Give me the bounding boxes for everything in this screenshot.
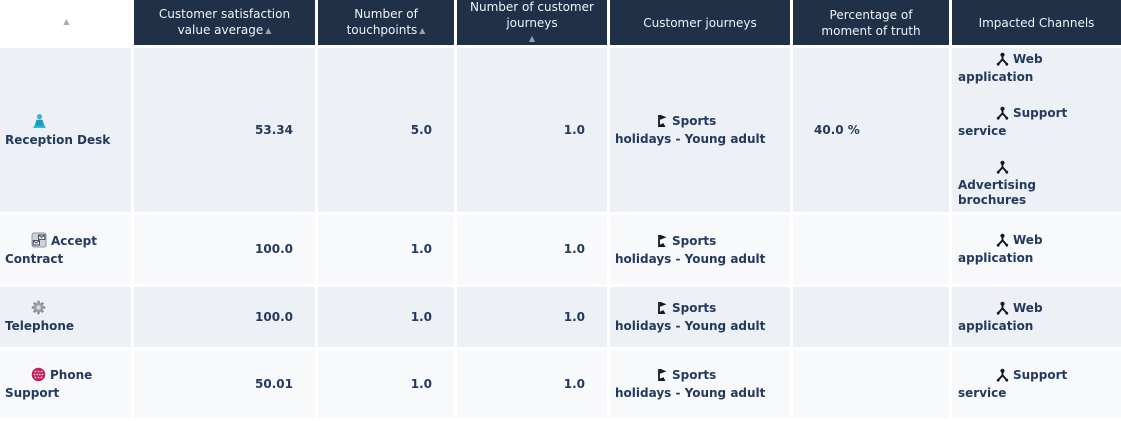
column-header-journeys[interactable]: Customer journeys — [610, 0, 793, 48]
channel-item: Advertising brochures — [958, 160, 1076, 208]
channel-name: Web application — [958, 300, 1043, 333]
moment-of-truth-cell — [793, 287, 952, 350]
column-header-label: Number of touchpoints — [346, 6, 418, 37]
journey-name: Sports holidays - Young adult — [615, 301, 766, 333]
telephone-icon — [18, 300, 46, 319]
satisfaction-cell: 100.0 — [134, 287, 318, 350]
impacted-channels-cell: Web application — [952, 215, 1121, 287]
channel-item: Web application — [958, 233, 1076, 266]
touchpoint-name-cell: Reception Desk — [0, 48, 134, 215]
column-header-journey-count[interactable]: Number of customer journeys ▲ — [457, 0, 610, 48]
satisfaction-cell: 53.34 — [134, 48, 318, 215]
channel-node-icon — [977, 233, 1009, 251]
channel-name: Support service — [958, 367, 1068, 400]
channel-node-icon — [977, 301, 1009, 319]
touchpoints-value: 1.0 — [410, 309, 432, 324]
journey-flag-icon — [635, 113, 668, 132]
sort-ascending-icon: ▲ — [265, 25, 272, 35]
journey-name: Sports holidays - Young adult — [615, 233, 766, 266]
column-header-label: Customer satisfaction value average — [158, 6, 291, 37]
touchpoint-name-cell: Telephone — [0, 287, 134, 350]
column-header-touchpoints[interactable]: Number of touchpoints ▲ — [318, 0, 457, 48]
accept-contract-icon — [18, 232, 47, 252]
channel-name: Advertising brochures — [958, 178, 1036, 207]
journey-count-cell: 1.0 — [457, 287, 610, 350]
sort-ascending-icon: ▲ — [528, 33, 536, 43]
channel-node-icon — [977, 106, 1009, 124]
column-header-satisfaction[interactable]: Customer satisfaction value average ▲ — [134, 0, 318, 48]
journey-name: Sports holidays - Young adult — [615, 368, 766, 400]
phone-support-icon — [18, 367, 46, 386]
journey-flag-icon — [635, 367, 668, 386]
column-header-touchpoint[interactable]: ▲ — [0, 0, 134, 48]
column-header-label: Number of customer journeys — [470, 0, 594, 30]
touchpoints-cell: 1.0 — [318, 215, 457, 287]
channel-item: Web application — [958, 301, 1076, 334]
column-header-moment-of-truth[interactable]: Percentage of moment of truth — [793, 0, 952, 48]
touchpoint-name: Accept Contract — [5, 234, 97, 266]
column-header-label: Customer journeys — [643, 15, 757, 30]
column-header-label: Percentage of moment of truth — [821, 7, 921, 38]
touchpoint-name: Telephone — [5, 319, 75, 333]
journey-name: Sports holidays - Young adult — [615, 114, 766, 146]
channel-node-icon — [977, 52, 1009, 70]
journey-count-cell: 1.0 — [457, 215, 610, 287]
satisfaction-value: 53.34 — [255, 122, 293, 137]
journey-count-cell: 1.0 — [457, 350, 610, 421]
customer-journeys-cell: Sports holidays - Young adult — [610, 350, 793, 421]
channel-name: Web application — [958, 52, 1043, 84]
channel-name: Web application — [958, 233, 1043, 265]
moment-of-truth-cell — [793, 215, 952, 287]
touchpoints-cell: 1.0 — [318, 350, 457, 421]
satisfaction-value: 50.01 — [255, 376, 293, 391]
channel-node-icon — [977, 160, 1009, 178]
touchpoints-value: 5.0 — [410, 122, 432, 137]
journey-count-cell: 1.0 — [457, 48, 610, 215]
customer-journeys-cell: Sports holidays - Young adult — [610, 287, 793, 350]
journey-count-value: 1.0 — [563, 242, 585, 256]
touchpoints-value: 1.0 — [410, 242, 432, 256]
reception-desk-icon — [18, 113, 47, 133]
journey-count-value: 1.0 — [563, 309, 585, 324]
satisfaction-cell: 50.01 — [134, 350, 318, 421]
sort-ascending-icon: ▲ — [63, 17, 70, 26]
touchpoint-name: Phone Support — [5, 368, 93, 400]
touchpoints-cell: 5.0 — [318, 48, 457, 215]
satisfaction-cell: 100.0 — [134, 215, 318, 287]
touchpoint-name-cell: Accept Contract — [0, 215, 134, 287]
journey-count-value: 1.0 — [563, 376, 585, 391]
channel-name: Support service — [958, 106, 1068, 138]
impacted-channels-cell: Support service — [952, 350, 1121, 421]
satisfaction-value: 100.0 — [255, 242, 293, 256]
customer-journeys-cell: Sports holidays - Young adult — [610, 48, 793, 215]
journey-count-value: 1.0 — [563, 122, 585, 137]
moment-of-truth-cell — [793, 350, 952, 421]
channel-item: Support service — [958, 106, 1076, 139]
touchpoints-value: 1.0 — [410, 376, 432, 391]
touchpoint-name: Reception Desk — [5, 132, 111, 147]
journey-flag-icon — [635, 300, 668, 319]
journey-flag-icon — [635, 233, 668, 252]
impacted-channels-cell: Web application Support service Advertis… — [952, 48, 1121, 215]
channel-item: Web application — [958, 52, 1076, 85]
column-header-impacted-channels[interactable]: Impacted Channels — [952, 0, 1121, 48]
satisfaction-value: 100.0 — [255, 309, 293, 324]
sort-ascending-icon: ▲ — [419, 25, 426, 35]
column-header-label: Impacted Channels — [978, 15, 1095, 30]
channel-item: Support service — [958, 368, 1076, 401]
customer-journeys-cell: Sports holidays - Young adult — [610, 215, 793, 287]
touchpoints-cell: 1.0 — [318, 287, 457, 350]
channel-node-icon — [977, 368, 1009, 386]
impacted-channels-cell: Web application — [952, 287, 1121, 350]
moment-of-truth-value: 40.0 % — [814, 122, 860, 137]
moment-of-truth-cell: 40.0 % — [793, 48, 952, 215]
touchpoint-name-cell: Phone Support — [0, 350, 134, 421]
